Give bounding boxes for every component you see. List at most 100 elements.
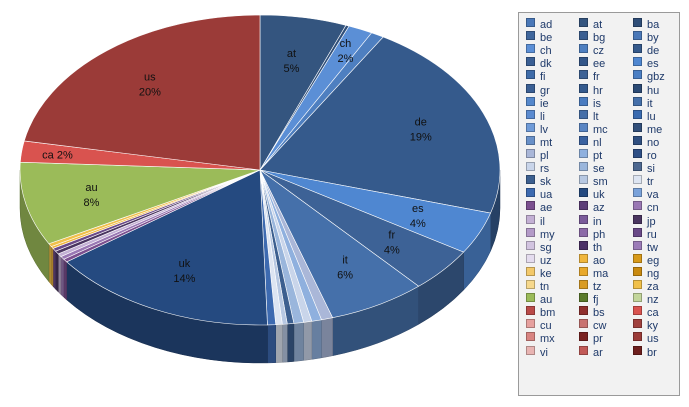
pie-side-sk — [287, 323, 295, 363]
legend-swatch — [633, 83, 642, 93]
legend-item-tw: tw — [633, 240, 658, 254]
legend-label: il — [540, 215, 545, 228]
legend-item-sk: sk — [526, 175, 551, 188]
legend-swatch — [526, 345, 535, 355]
legend-item-ee: ee — [579, 57, 605, 70]
legend-label: eg — [647, 254, 660, 267]
legend-label: br — [647, 346, 657, 359]
legend-swatch — [579, 57, 588, 67]
legend-label: pt — [593, 150, 603, 162]
legend-item-cz: cz — [579, 44, 604, 57]
legend-swatch — [633, 109, 642, 119]
pie-label-fr: fr 4% — [384, 230, 400, 257]
legend-swatch — [633, 31, 642, 41]
legend-item-fj: fj — [579, 293, 599, 306]
legend-item-vi: vi — [526, 345, 548, 359]
legend-swatch — [579, 240, 588, 250]
legend-swatch — [526, 122, 535, 132]
legend-swatch — [633, 345, 642, 355]
legend-label: de — [647, 45, 660, 58]
legend-label: ao — [593, 254, 606, 267]
legend-item-at: at — [579, 18, 602, 31]
legend-label: ke — [540, 267, 552, 280]
legend-item-ng: ng — [633, 266, 660, 280]
legend-swatch — [633, 188, 642, 198]
legend-item-tz: tz — [579, 280, 602, 293]
legend-item-jp: jp — [633, 214, 656, 228]
pie-side-ae — [63, 258, 67, 301]
legend-label: mt — [540, 136, 553, 149]
legend-swatch — [633, 214, 642, 224]
legend-item-ky: ky — [633, 319, 658, 332]
legend-swatch — [579, 266, 588, 276]
legend-item-sm: sm — [579, 175, 608, 188]
legend-item-fr: fr — [579, 70, 600, 83]
legend-item-mx: mx — [526, 332, 555, 345]
legend-item-is: is — [579, 96, 601, 110]
legend-swatch — [633, 293, 642, 303]
legend-label: za — [647, 281, 659, 293]
pie-label-de: de 19% — [410, 117, 432, 144]
legend-swatch — [579, 109, 588, 119]
legend-label: pl — [540, 150, 549, 162]
pie-slice-us — [23, 14, 261, 171]
legend-swatch — [633, 240, 642, 250]
pie-chart-area: at 5% ch 2% de 19% es 4% fr 4% it 6% uk 14% au 8% ca 2% u… — [19, 14, 501, 364]
legend-swatch — [579, 18, 588, 27]
legend-label: nl — [593, 136, 602, 149]
pie-label-uk: uk 14% — [173, 258, 195, 285]
pie-label-au: au 8% — [84, 182, 100, 209]
legend-label: li — [540, 110, 545, 123]
legend-label: mc — [593, 123, 608, 136]
legend-label: rs — [540, 163, 550, 176]
legend-item-es: es — [633, 57, 659, 70]
legend-label: lt — [593, 110, 599, 123]
legend-label: jp — [647, 215, 656, 228]
legend-swatch — [633, 306, 642, 316]
legend-swatch — [579, 70, 588, 80]
legend-label: ng — [647, 267, 660, 280]
pie-side-za — [48, 243, 52, 286]
legend-swatch — [579, 162, 588, 172]
legend-swatch — [633, 280, 642, 289]
legend-swatch — [526, 135, 535, 145]
legend-item-il: il — [526, 214, 545, 228]
legend-swatch — [579, 44, 588, 54]
legend-label: it — [647, 97, 653, 110]
legend-swatch — [579, 96, 588, 106]
legend-swatch — [526, 201, 535, 211]
legend-swatch — [633, 96, 642, 106]
legend-swatch — [633, 70, 642, 80]
legend-item-uk: uk — [579, 188, 605, 201]
legend-item-mc: mc — [579, 122, 608, 136]
legend-swatch — [526, 109, 535, 119]
legend-item-ba: ba — [633, 18, 659, 31]
legend-item-cu: cu — [526, 319, 552, 332]
legend-item-dk: dk — [526, 57, 552, 70]
legend-item-ae: ae — [526, 201, 552, 214]
legend-item-no: no — [633, 135, 659, 149]
pie-label-it: it 6% — [337, 255, 353, 282]
legend-label: by — [647, 32, 659, 45]
legend-label: au — [540, 294, 553, 307]
legend-label: gbz — [647, 71, 665, 84]
legend-label: ru — [647, 228, 657, 241]
legend-item-au: au — [526, 293, 552, 306]
legend-swatch — [526, 149, 535, 158]
legend-label: fr — [593, 71, 600, 84]
pie-side-ru — [52, 247, 56, 290]
legend-swatch — [526, 44, 535, 54]
legend-item-ao: ao — [579, 253, 606, 267]
legend-label: ad — [540, 19, 553, 31]
legend-label: nz — [647, 294, 659, 307]
legend-item-be: be — [526, 31, 552, 44]
legend-swatch — [579, 280, 588, 289]
legend-swatch — [633, 44, 642, 54]
legend-swatch — [579, 201, 588, 211]
legend-label: es — [647, 58, 659, 71]
legend-label: sk — [540, 176, 551, 189]
legend-item-lv: lv — [526, 122, 548, 136]
legend-item-lt: lt — [579, 109, 599, 123]
legend-item-sg: sg — [526, 240, 552, 254]
legend-label: fi — [540, 71, 546, 84]
